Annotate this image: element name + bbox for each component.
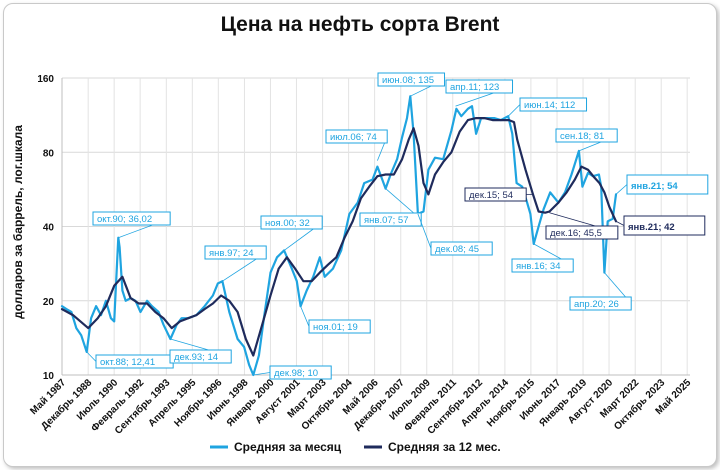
annotation-box-10	[430, 241, 493, 256]
annotation-label-0: окт.88; 12,41	[100, 357, 155, 368]
annotation-leader-0	[86, 351, 97, 362]
annotation-7: июл.06; 74	[325, 129, 388, 161]
annotation-leader-18	[615, 184, 628, 195]
annotation-label-2: дек.93; 14	[174, 352, 218, 363]
annotation-label-15: дек.16; 45,5	[550, 228, 602, 239]
y-tick-labels: 10 20 40 80 160	[37, 74, 54, 382]
series-lines	[60, 95, 618, 377]
annotation-box-7	[325, 129, 388, 144]
annotation-label-6: ноя.01; 19	[313, 322, 358, 333]
annotation-15: дек.16; 45,5	[545, 212, 619, 240]
annotation-leader-12	[507, 104, 521, 117]
annotation-8: янв.07; 57	[359, 188, 422, 227]
annotation-6: ноя.01; 19	[300, 306, 371, 334]
annotation-16: сен.18; 81	[555, 128, 618, 152]
annotation-label-12: июн.14; 112	[524, 100, 575, 111]
annotation-1: окт.90; 36,02	[92, 211, 171, 239]
annotation-leader-4	[253, 372, 271, 376]
annotation-leader-10	[417, 213, 432, 249]
y-tick-10: 10	[43, 371, 55, 382]
annotation-9: июн.08; 135	[377, 72, 446, 97]
annotation-box-4	[269, 365, 332, 380]
annotation-label-1: окт.90; 36,02	[97, 214, 152, 225]
annotation-box-16	[555, 128, 618, 143]
annotation-2: дек.93; 14	[169, 338, 232, 364]
annotation-label-5: ноя.00; 32	[265, 218, 310, 229]
annotation-17: апр.20; 26	[569, 272, 632, 311]
annotation-box-15	[545, 225, 619, 240]
annotation-label-19: янв.21; 42	[628, 222, 675, 233]
annotation-label-8: янв.07; 57	[364, 215, 409, 226]
annotation-14: янв.16; 34	[511, 243, 574, 273]
series-line-12-month-avg	[60, 116, 618, 357]
annotation-box-2	[169, 349, 232, 364]
annotation-19: янв.21; 42	[615, 215, 706, 236]
annotation-label-13: дек.15; 54	[469, 190, 513, 201]
annotation-label-16: сен.18; 81	[560, 131, 604, 142]
y-tick-80: 80	[43, 148, 55, 159]
annotation-box-9	[377, 72, 446, 87]
annotation-box-5	[260, 215, 323, 230]
y-tick-20: 20	[43, 297, 55, 308]
legend-label-0: Средняя за месяц	[234, 440, 342, 454]
chart-title: Цена на нефть сорта Brent	[221, 13, 500, 36]
annotation-label-7: июл.06; 74	[330, 132, 377, 143]
annotation-5: ноя.00; 32	[260, 215, 323, 251]
annotation-label-11: апр.11; 123	[450, 82, 499, 93]
annotation-0: окт.88; 12,41	[86, 351, 174, 369]
annotation-box-6	[308, 319, 371, 334]
annotation-label-3: янв.97; 24	[209, 248, 254, 259]
annotation-box-3	[204, 245, 267, 260]
legend: Средняя за месяц Средняя за 12 мес.	[210, 440, 501, 454]
annotation-13: дек.15; 54	[464, 187, 534, 202]
annotations: окт.88; 12,41 окт.90; 36,02 дек.93; 14 янв.…	[86, 72, 709, 380]
annotation-box-1	[92, 211, 171, 226]
annotation-box-12	[519, 97, 588, 112]
annotation-label-9: июн.08; 135	[382, 75, 434, 86]
annotation-label-10: дек.08; 45	[435, 244, 479, 255]
annotation-18: янв.21; 54	[615, 174, 709, 195]
annotation-box-8	[359, 212, 422, 227]
y-tick-160: 160	[37, 74, 54, 85]
annotation-box-14	[511, 258, 574, 273]
annotation-box-18	[626, 174, 709, 195]
annotation-box-13	[464, 187, 527, 202]
annotation-label-17: апр.20; 26	[574, 299, 619, 310]
annotation-label-14: янв.16; 34	[516, 261, 561, 272]
annotation-10: дек.08; 45	[417, 213, 493, 256]
annotation-leader-6	[300, 306, 310, 327]
annotation-box-11	[445, 79, 514, 94]
annotation-box-17	[569, 296, 632, 311]
y-axis-label: долларов за баррель, лог.шкала	[11, 125, 25, 319]
annotation-box-19	[623, 215, 706, 236]
annotation-label-4: дек.98; 10	[274, 368, 318, 379]
annotation-11: апр.11; 123	[445, 79, 514, 107]
y-tick-40: 40	[43, 223, 55, 234]
annotation-3: янв.97; 24	[204, 245, 267, 282]
annotation-leader-19	[615, 220, 625, 226]
legend-label-1: Средняя за 12 мес.	[388, 440, 501, 454]
annotation-4: дек.98; 10	[253, 365, 332, 380]
annotation-label-18: янв.21; 54	[631, 181, 678, 192]
annotation-12: июн.14; 112	[507, 97, 588, 117]
